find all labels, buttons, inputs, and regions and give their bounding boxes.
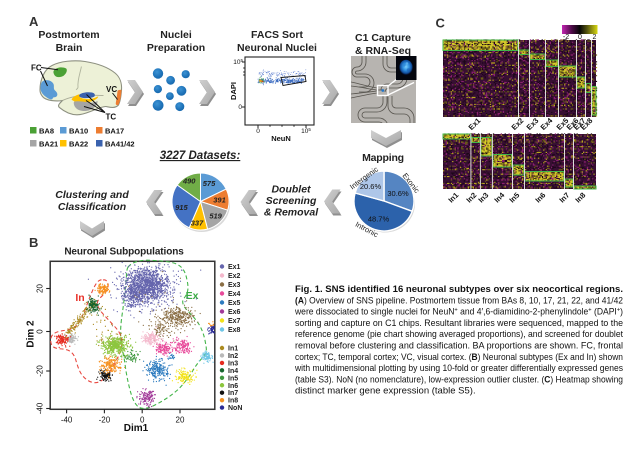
svg-text:In7: In7 [557,191,571,205]
svg-text:Classification: Classification [58,201,126,213]
svg-text:Clustering and: Clustering and [55,189,129,201]
svg-text:519: 519 [209,211,222,220]
svg-text:reference genome (pie chart sh: reference genome (pie chart showing aver… [295,329,623,340]
svg-text:Ex1: Ex1 [228,264,241,271]
svg-text:30.6%: 30.6% [387,189,409,198]
svg-text:FC: FC [31,64,42,73]
svg-text:removal before clustering and: removal before clustering and classifica… [295,341,623,352]
svg-text:sorting and capture on C1 chip: sorting and capture on C1 chips. Resulta… [295,318,623,329]
svg-text:BA8: BA8 [39,127,54,136]
svg-text:FACS Sort: FACS Sort [251,29,303,41]
svg-text:In5: In5 [507,191,521,205]
svg-text:VC: VC [106,85,117,94]
svg-text:Ex4: Ex4 [539,115,555,131]
svg-text:In6: In6 [533,191,547,205]
svg-text:337: 337 [191,219,204,228]
svg-text:Ex1: Ex1 [467,116,483,132]
svg-text:In8: In8 [573,191,587,205]
svg-text:Dim1: Dim1 [124,423,149,434]
svg-text:& RNA-Seq: & RNA-Seq [355,45,411,57]
svg-text:Ex3: Ex3 [228,282,241,289]
svg-text:BA21: BA21 [39,140,58,149]
svg-text:Fig. 1. SNS identified 16 neur: Fig. 1. SNS identified 16 neuronal subty… [295,284,623,295]
svg-text:In5: In5 [228,375,238,382]
svg-text:3227 Datasets:: 3227 Datasets: [160,150,241,162]
svg-text:In7: In7 [228,390,238,397]
svg-text:Postmortem: Postmortem [38,29,99,41]
svg-text:In1: In1 [228,346,238,353]
svg-text:0: 0 [578,34,582,41]
svg-text:(A) Overview of SNS pipeline.: (A) Overview of SNS pipeline. Postmortem… [295,295,623,306]
svg-text:Neuronal Subpopulations: Neuronal Subpopulations [64,247,184,258]
svg-text:In: In [75,292,84,304]
svg-text:Ex8: Ex8 [228,327,241,334]
svg-text:A: A [29,14,39,29]
svg-text:In4: In4 [492,190,507,205]
svg-text:0: 0 [256,128,260,135]
svg-text:In2: In2 [228,353,238,360]
svg-text:In4: In4 [228,368,238,375]
svg-text:BA17: BA17 [105,127,124,136]
svg-text:105: 105 [233,58,243,66]
svg-text:Mapping: Mapping [362,152,404,164]
svg-text:20: 20 [176,416,185,425]
svg-text:915: 915 [175,203,188,212]
svg-text:Ex2: Ex2 [510,116,526,132]
svg-text:C: C [436,16,446,31]
svg-text:C1 Capture: C1 Capture [355,32,411,44]
svg-text:Doublet: Doublet [271,184,311,196]
svg-text:0: 0 [238,104,242,111]
svg-text:-40: -40 [61,416,73,425]
svg-text:Ex3: Ex3 [525,116,541,132]
svg-text:0: 0 [140,416,145,425]
svg-text:-20: -20 [36,365,45,377]
svg-text:cortex; TC, temporal cortex; V: cortex; TC, temporal cortex; VC, visual … [295,352,623,363]
svg-text:Screening: Screening [266,195,317,207]
svg-text:TC: TC [106,113,117,122]
svg-text:Ex7: Ex7 [228,318,241,325]
svg-text:-20: -20 [99,416,111,425]
svg-text:Dim 2: Dim 2 [26,320,37,348]
svg-text:48.7%: 48.7% [368,215,390,224]
svg-text:Ex4: Ex4 [228,291,241,298]
svg-text:& Removal: & Removal [264,207,319,219]
svg-text:-40: -40 [36,402,45,414]
svg-text:In3: In3 [228,360,238,367]
svg-text:0: 0 [36,329,45,334]
svg-text:Nuclei: Nuclei [160,29,192,41]
svg-text:BA22: BA22 [69,140,88,149]
svg-text:Neuronal Nuclei: Neuronal Nuclei [237,42,317,54]
svg-text:490: 490 [182,177,196,186]
svg-text:Brain: Brain [56,42,83,54]
svg-text:575: 575 [203,179,216,188]
svg-text:with multidimensional plotting: with multidimensional plotting by using … [294,363,623,374]
svg-text:BA41/42: BA41/42 [105,140,135,149]
svg-text:In6: In6 [228,383,238,390]
svg-text:Preparation: Preparation [147,42,205,54]
svg-text:DAPI: DAPI [229,82,238,100]
svg-text:Ex6: Ex6 [228,309,241,316]
svg-text:Ex: Ex [186,290,199,302]
svg-text:In3: In3 [476,191,490,205]
svg-text:2: 2 [593,34,597,41]
svg-text:were dissociated to single nuc: were dissociated to single nuclei for Ne… [294,307,623,318]
svg-text:distinct marker gene expressio: distinct marker gene expression (table S… [295,386,476,397]
svg-text:Ex5: Ex5 [228,300,241,307]
svg-text:-2: -2 [563,34,569,41]
svg-text:20.6%: 20.6% [360,182,382,191]
svg-text:NeuN: NeuN [271,134,291,143]
svg-text:In8: In8 [228,398,238,405]
svg-text:In1: In1 [446,191,460,205]
svg-text:(table S3). NoN (no nomenclatu: (table S3). NoN (no nomenclature), low-e… [295,374,623,385]
svg-text:NoN: NoN [228,405,242,412]
svg-text:B: B [29,235,38,250]
svg-text:20: 20 [36,284,45,293]
svg-text:105: 105 [301,127,311,135]
svg-text:Ex2: Ex2 [228,273,241,280]
svg-text:BA10: BA10 [69,127,88,136]
svg-text:391: 391 [213,196,226,205]
